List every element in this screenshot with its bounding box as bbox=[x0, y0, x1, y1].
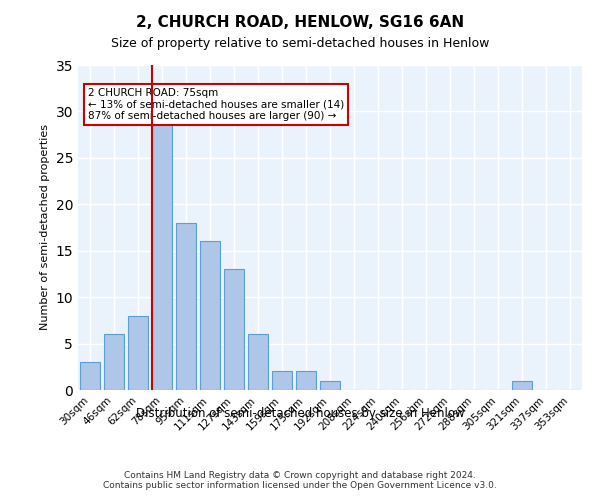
Text: Distribution of semi-detached houses by size in Henlow: Distribution of semi-detached houses by … bbox=[136, 408, 464, 420]
Bar bbox=[128, 316, 148, 390]
Y-axis label: Number of semi-detached properties: Number of semi-detached properties bbox=[40, 124, 50, 330]
Text: 2 CHURCH ROAD: 75sqm
← 13% of semi-detached houses are smaller (14)
87% of semi-: 2 CHURCH ROAD: 75sqm ← 13% of semi-detac… bbox=[88, 88, 344, 121]
Bar bbox=[80, 362, 100, 390]
Bar bbox=[272, 372, 292, 390]
Text: 2, CHURCH ROAD, HENLOW, SG16 6AN: 2, CHURCH ROAD, HENLOW, SG16 6AN bbox=[136, 15, 464, 30]
Bar bbox=[200, 242, 220, 390]
Bar bbox=[152, 120, 172, 390]
Bar bbox=[104, 334, 124, 390]
Bar bbox=[320, 380, 340, 390]
Bar bbox=[512, 380, 532, 390]
Bar bbox=[224, 270, 244, 390]
Bar bbox=[296, 372, 316, 390]
Text: Contains HM Land Registry data © Crown copyright and database right 2024.
Contai: Contains HM Land Registry data © Crown c… bbox=[103, 470, 497, 490]
Bar bbox=[176, 223, 196, 390]
Bar bbox=[248, 334, 268, 390]
Text: Size of property relative to semi-detached houses in Henlow: Size of property relative to semi-detach… bbox=[111, 38, 489, 51]
